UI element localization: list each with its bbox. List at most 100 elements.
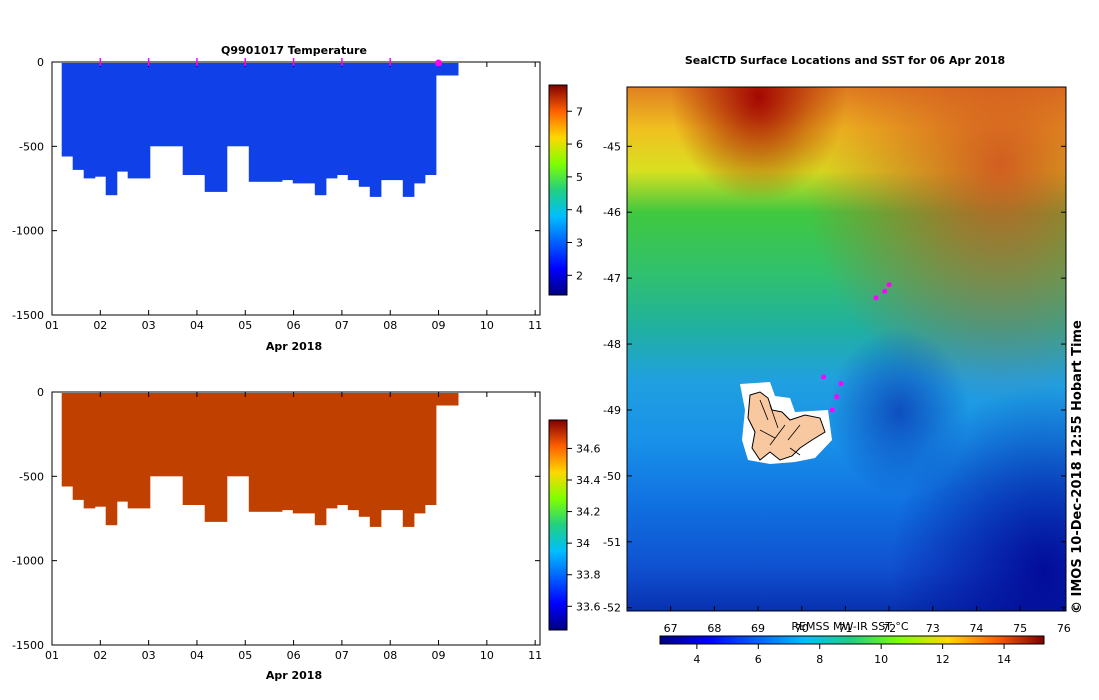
sst-map-x-tick-label: 70: [795, 622, 809, 635]
sst-map-y-tick-label: -48: [603, 338, 621, 351]
salinity-x-tick-label: 10: [480, 649, 494, 662]
temperature-colorbar: [548, 84, 568, 296]
temperature-profile: [369, 63, 382, 197]
temperature-colorbar-tick-label: 7: [576, 105, 583, 118]
temperature-profile: [336, 63, 349, 175]
sst-map-x-tick-label: 71: [838, 622, 852, 635]
salinity-plot-frame: [51, 391, 541, 646]
sst-colorbar-tick-label: 14: [997, 653, 1011, 666]
salinity-x-axis: 01 02 03 04 05 06 07 08 09 10 11: [45, 392, 542, 662]
salinity-x-tick-label: 07: [335, 649, 349, 662]
salinity-profile: [424, 393, 437, 505]
temperature-x-tick-label: 03: [142, 319, 156, 332]
sst-map-x-tick-label: 69: [751, 622, 765, 635]
sst-colorbar-tick-label: 8: [816, 653, 823, 666]
temperature-x-tick-label: 01: [45, 319, 59, 332]
sst-colorbar-tick-label: 6: [755, 653, 762, 666]
temperature-x-tick-label: 10: [480, 319, 494, 332]
temperature-y-axis: 0 -500 -1000 -1500: [12, 56, 540, 322]
temperature-colorbar-tick-label: 3: [576, 237, 583, 250]
seal-position-marker: [834, 394, 840, 400]
temperature-y-tick-label: -500: [19, 140, 44, 153]
salinity-profile: [402, 393, 415, 527]
temperature-profile: [303, 63, 316, 184]
sst-map-y-tick-label: -47: [603, 272, 621, 285]
salinity-profile: [358, 393, 371, 517]
salinity-profile: [248, 393, 261, 512]
sst-map-x-tick-label: 68: [707, 622, 721, 635]
sst-field: [627, 87, 1066, 611]
temperature-x-tick-label: 09: [432, 319, 446, 332]
temperature-profile: [435, 63, 448, 76]
salinity-profile: [215, 393, 228, 522]
salinity-profile: [138, 393, 151, 509]
salinity-colorbar-tick-label: 34.4: [576, 474, 601, 487]
salinity-profile: [105, 393, 118, 526]
sst-map-x-tick-label: 75: [1013, 622, 1027, 635]
temperature-profile: [259, 63, 272, 182]
temperature-profile: [94, 63, 107, 177]
salinity-profile: [204, 393, 217, 522]
sst-map-x-tick-label: 74: [969, 622, 983, 635]
salinity-profile: [72, 393, 85, 500]
salinity-profile: [83, 393, 96, 509]
salinity-x-tick-label: 05: [238, 649, 252, 662]
temperature-plot-frame: [51, 61, 541, 316]
sst-map-x-axis: 67 68 69 70 71 72 73 74 75 76: [664, 606, 1071, 635]
temperature-x-tick-label: 08: [383, 319, 397, 332]
temperature-profile: [391, 63, 404, 181]
sst-map-y-tick-label: -52: [603, 602, 621, 615]
salinity-profile: [292, 393, 305, 514]
salinity-profiles: [61, 393, 459, 527]
salinity-y-tick-label: 0: [37, 386, 44, 399]
seal-position-marker: [873, 295, 879, 301]
temperature-colorbar-tick-label: 5: [576, 171, 583, 184]
temperature-profile: [413, 63, 426, 184]
temperature-x-axis: 01 02 03 04 05 06 07 08 09 10 11: [45, 62, 542, 332]
imos-watermark: © IMOS 10-Dec-2018 12:55 Hobart Time: [1070, 320, 1085, 614]
temperature-x-label: Apr 2018: [266, 340, 322, 353]
temperature-profile: [171, 63, 184, 147]
temperature-panel: Q9901017 Temperature 01 02 03 04 05 06 07 08 09 1…: [12, 44, 583, 353]
temperature-y-tick-label: -1500: [12, 309, 44, 322]
salinity-x-tick-label: 08: [383, 649, 397, 662]
sst-map-y-tick-label: -45: [603, 140, 621, 153]
salinity-profile: [193, 393, 206, 505]
sst-cold-center: [627, 87, 1066, 611]
temperature-x-tick-label: 11: [528, 319, 542, 332]
temperature-profile: [61, 63, 74, 157]
salinity-colorbar: [548, 419, 568, 631]
salinity-x-tick-label: 04: [190, 649, 204, 662]
temperature-profile: [105, 63, 118, 196]
salinity-profile: [413, 393, 426, 514]
temperature-profile: [138, 63, 151, 179]
temperature-profile: [248, 63, 261, 182]
sst-map-panel: SealCTD Surface Locations and SST for 06…: [603, 54, 1085, 666]
salinity-profile: [237, 393, 250, 477]
temperature-profile: [193, 63, 206, 175]
temperature-last-profile-marker: [435, 59, 443, 67]
salinity-colorbar-ticks: 33.6 33.8 34 34.2 34.4 34.6: [567, 442, 601, 613]
temperature-profile: [402, 63, 415, 197]
temperature-x-tick-label: 04: [190, 319, 204, 332]
seal-position-marker: [838, 381, 844, 387]
temperature-profile: [182, 63, 195, 175]
temperature-x-tick-label: 07: [335, 319, 349, 332]
temperature-profile: [226, 63, 239, 147]
sst-map-title: SealCTD Surface Locations and SST for 06…: [685, 54, 1005, 67]
salinity-x-tick-label: 03: [142, 649, 156, 662]
salinity-profile: [380, 393, 393, 511]
seal-positions: [821, 282, 892, 413]
salinity-profile: [270, 393, 283, 512]
salinity-x-tick-label: 01: [45, 649, 59, 662]
salinity-profile: [226, 393, 239, 477]
temperature-profile: [347, 63, 360, 181]
temperature-profile: [116, 63, 129, 172]
temperature-profile: [204, 63, 217, 192]
temperature-profile: [215, 63, 228, 192]
temperature-profile: [127, 63, 140, 179]
salinity-profile: [94, 393, 107, 507]
salinity-profile: [446, 393, 459, 406]
salinity-profile: [435, 393, 448, 406]
salinity-profile: [347, 393, 360, 511]
